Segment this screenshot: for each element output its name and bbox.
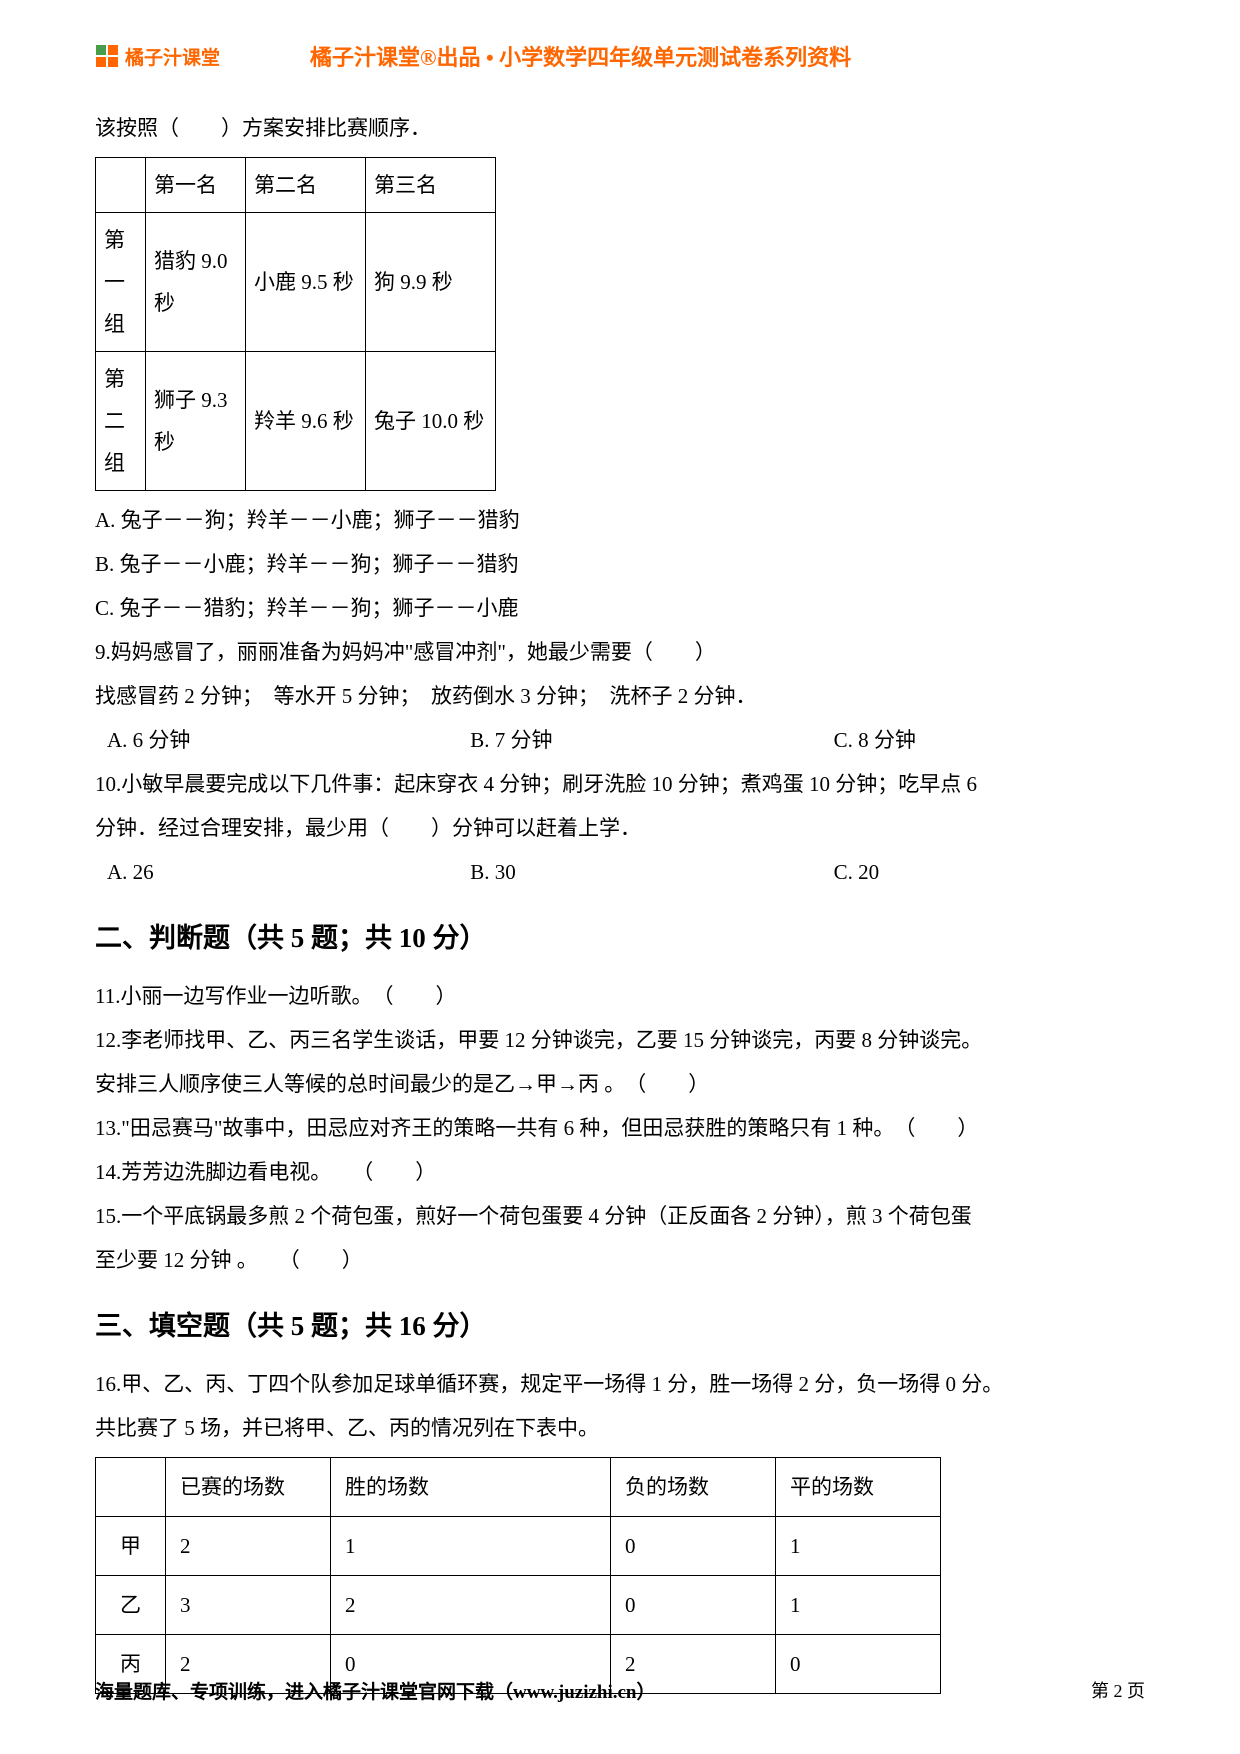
- header-title: 橘子汁课堂®出品 • 小学数学四年级单元测试卷系列资料: [310, 40, 851, 72]
- table-cell: 第二组: [96, 352, 146, 491]
- table-row: 第一组 猎豹 9.0 秒 小鹿 9.5 秒 狗 9.9 秒: [96, 213, 496, 352]
- table-cell: 甲: [96, 1517, 166, 1576]
- q9-options: A. 6 分钟 B. 7 分钟 C. 8 分钟: [95, 719, 1145, 761]
- section2-title: 二、判断题（共 5 题；共 10 分）: [95, 911, 1145, 965]
- footer-page-number: 第 2 页: [1091, 1677, 1145, 1704]
- table-cell: 羚羊 9.6 秒: [246, 352, 366, 491]
- q8-table: 第一名 第二名 第三名 第一组 猎豹 9.0 秒 小鹿 9.5 秒 狗 9.9 …: [95, 157, 496, 491]
- table-cell: 平的场数: [776, 1458, 941, 1517]
- table-cell: [96, 158, 146, 213]
- logo-square-3: [96, 57, 106, 67]
- section3-title: 三、填空题（共 5 题；共 16 分）: [95, 1299, 1145, 1353]
- q16-table: 已赛的场数 胜的场数 负的场数 平的场数 甲 2 1 0 1 乙 3 2 0 1…: [95, 1457, 941, 1694]
- table-cell: 胜的场数: [331, 1458, 611, 1517]
- table-row: 乙 3 2 0 1: [96, 1576, 941, 1635]
- table-cell: 乙: [96, 1576, 166, 1635]
- q16-line2: 共比赛了 5 场，并已将甲、乙、丙的情况列在下表中。: [95, 1407, 1145, 1449]
- table-cell: 0: [611, 1576, 776, 1635]
- table-cell: 1: [776, 1576, 941, 1635]
- logo-square-1: [96, 45, 106, 55]
- table-cell: [96, 1458, 166, 1517]
- logo-text: 橘子汁课堂: [125, 43, 220, 70]
- table-cell: 第二名: [246, 158, 366, 213]
- q8-option-a: A. 兔子－－狗；羚羊－－小鹿；狮子－－猎豹: [95, 499, 1145, 541]
- table-row: 第一名 第二名 第三名: [96, 158, 496, 213]
- page-header: 橘子汁课堂 橘子汁课堂®出品 • 小学数学四年级单元测试卷系列资料: [95, 40, 1145, 72]
- brand-logo: 橘子汁课堂: [95, 43, 220, 70]
- page-footer: 海量题库、专项训练，进入橘子汁课堂官网下载（www.juzizhi.cn） 第 …: [95, 1677, 1145, 1704]
- table-cell: 负的场数: [611, 1458, 776, 1517]
- table-cell: 已赛的场数: [166, 1458, 331, 1517]
- table-cell: 猎豹 9.0 秒: [146, 213, 246, 352]
- q10-option-a: A. 26: [107, 851, 470, 893]
- table-cell: 狗 9.9 秒: [366, 213, 496, 352]
- q9-option-c: C. 8 分钟: [834, 719, 1145, 761]
- q16-line1: 16.甲、乙、丙、丁四个队参加足球单循环赛，规定平一场得 1 分，胜一场得 2 …: [95, 1363, 1145, 1405]
- table-row: 第二组 狮子 9.3 秒 羚羊 9.6 秒 兔子 10.0 秒: [96, 352, 496, 491]
- q14: 14.芳芳边洗脚边看电视。 （ ）: [95, 1151, 1145, 1193]
- table-cell: 1: [331, 1517, 611, 1576]
- q12-line2: 安排三人顺序使三人等候的总时间最少的是乙→甲→丙 。 （ ）: [95, 1063, 1145, 1105]
- q10-options: A. 26 B. 30 C. 20: [95, 851, 1145, 893]
- q15-line1: 15.一个平底锅最多煎 2 个荷包蛋，煎好一个荷包蛋要 4 分钟（正反面各 2 …: [95, 1195, 1145, 1237]
- page-container: 橘子汁课堂 橘子汁课堂®出品 • 小学数学四年级单元测试卷系列资料 该按照（ ）…: [0, 0, 1240, 1752]
- logo-icon: [95, 44, 119, 68]
- table-cell: 狮子 9.3 秒: [146, 352, 246, 491]
- q8-option-c: C. 兔子－－猎豹；羚羊－－狗；狮子－－小鹿: [95, 587, 1145, 629]
- table-cell: 2: [331, 1576, 611, 1635]
- main-content: 该按照（ ）方案安排比赛顺序． 第一名 第二名 第三名 第一组 猎豹 9.0 秒…: [95, 107, 1145, 1694]
- table-row: 已赛的场数 胜的场数 负的场数 平的场数: [96, 1458, 941, 1517]
- q9-text: 9.妈妈感冒了，丽丽准备为妈妈冲"感冒冲剂"，她最少需要（ ）: [95, 631, 1145, 673]
- q10-option-c: C. 20: [834, 851, 1145, 893]
- q13: 13."田忌赛马"故事中，田忌应对齐王的策略一共有 6 种，但田忌获胜的策略只有…: [95, 1107, 1145, 1149]
- q8-option-b: B. 兔子－－小鹿；羚羊－－狗；狮子－－猎豹: [95, 543, 1145, 585]
- q10-line2: 分钟．经过合理安排，最少用（ ）分钟可以赶着上学．: [95, 807, 1145, 849]
- logo-square-2: [108, 45, 118, 55]
- q10-line1: 10.小敏早晨要完成以下几件事：起床穿衣 4 分钟；刷牙洗脸 10 分钟；煮鸡蛋…: [95, 763, 1145, 805]
- table-cell: 第三名: [366, 158, 496, 213]
- logo-square-4: [108, 57, 118, 67]
- q11: 11.小丽一边写作业一边听歌。 （ ）: [95, 975, 1145, 1017]
- table-cell: 兔子 10.0 秒: [366, 352, 496, 491]
- table-row: 甲 2 1 0 1: [96, 1517, 941, 1576]
- footer-left-text: 海量题库、专项训练，进入橘子汁课堂官网下载（www.juzizhi.cn）: [95, 1677, 656, 1704]
- q9-option-a: A. 6 分钟: [107, 719, 470, 761]
- q10-option-b: B. 30: [470, 851, 833, 893]
- table-cell: 3: [166, 1576, 331, 1635]
- table-cell: 2: [166, 1517, 331, 1576]
- table-cell: 0: [611, 1517, 776, 1576]
- table-cell: 1: [776, 1517, 941, 1576]
- q9-option-b: B. 7 分钟: [470, 719, 833, 761]
- q12-line1: 12.李老师找甲、乙、丙三名学生谈话，甲要 12 分钟谈完，乙要 15 分钟谈完…: [95, 1019, 1145, 1061]
- table-cell: 第一名: [146, 158, 246, 213]
- q15-line2: 至少要 12 分钟 。 （ ）: [95, 1239, 1145, 1281]
- table-cell: 第一组: [96, 213, 146, 352]
- table-cell: 小鹿 9.5 秒: [246, 213, 366, 352]
- q9-detail: 找感冒药 2 分钟； 等水开 5 分钟； 放药倒水 3 分钟； 洗杯子 2 分钟…: [95, 675, 1145, 717]
- q8-intro: 该按照（ ）方案安排比赛顺序．: [95, 107, 1145, 149]
